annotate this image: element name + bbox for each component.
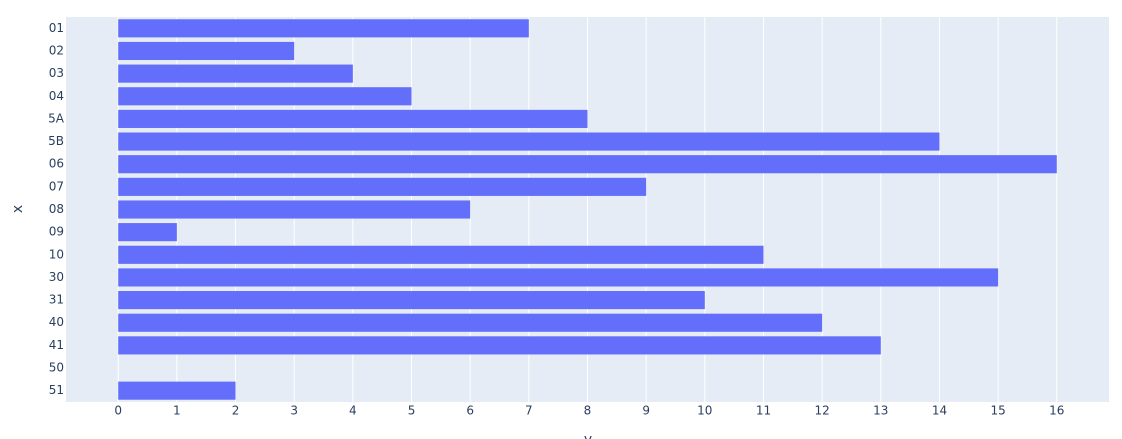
bar	[118, 132, 940, 151]
y-tick-label: 09	[49, 225, 64, 239]
bar	[118, 200, 471, 219]
x-axis-title: y	[584, 432, 592, 439]
y-tick-label: 02	[49, 43, 64, 57]
x-tick-label: 14	[932, 404, 947, 418]
bar	[118, 41, 295, 61]
y-tick-label: 10	[49, 247, 64, 261]
bar	[118, 245, 764, 264]
y-tick-label: 5A	[48, 111, 65, 125]
x-tick-label: 7	[525, 404, 533, 418]
x-tick-label: 5	[408, 404, 416, 418]
x-tick-label: 4	[349, 404, 357, 418]
bar	[118, 177, 647, 196]
x-tick-label: 1	[173, 404, 181, 418]
x-tick-label: 2	[232, 404, 240, 418]
bar	[118, 291, 705, 310]
y-tick-label: 5B	[48, 134, 64, 148]
y-tick-label: 07	[49, 179, 64, 193]
bar	[118, 19, 529, 38]
x-tick-label: 12	[815, 404, 830, 418]
x-tick-label: 9	[642, 404, 650, 418]
x-tick-label: 13	[873, 404, 888, 418]
y-tick-label: 31	[49, 293, 64, 307]
x-tick-label: 0	[114, 404, 122, 418]
y-tick-label: 01	[49, 21, 64, 35]
x-tick-label: 10	[697, 404, 712, 418]
x-tick-label: 3	[290, 404, 298, 418]
x-tick-label: 11	[756, 404, 771, 418]
y-tick-label: 40	[49, 315, 64, 329]
x-tick-label: 15	[990, 404, 1005, 418]
bar	[118, 87, 412, 106]
y-tick-label: 30	[49, 270, 64, 284]
y-tick-label: 51	[49, 383, 64, 397]
bar	[118, 64, 353, 83]
bar	[118, 381, 236, 400]
y-tick-label: 03	[49, 66, 64, 80]
y-tick-label: 06	[49, 157, 64, 171]
y-tick-label: 41	[49, 338, 64, 352]
x-tick-label: 16	[1049, 404, 1064, 418]
x-tick-label: 6	[466, 404, 474, 418]
bar	[118, 268, 999, 287]
bar	[118, 336, 881, 355]
y-axis-title: x	[10, 205, 26, 213]
bar	[118, 109, 588, 128]
bar	[118, 313, 823, 332]
bar	[118, 223, 177, 242]
y-tick-label: 50	[49, 361, 64, 375]
y-tick-label: 08	[49, 202, 64, 216]
y-tick-label: 04	[49, 89, 64, 103]
bar	[118, 155, 1057, 174]
x-tick-label: 8	[584, 404, 592, 418]
